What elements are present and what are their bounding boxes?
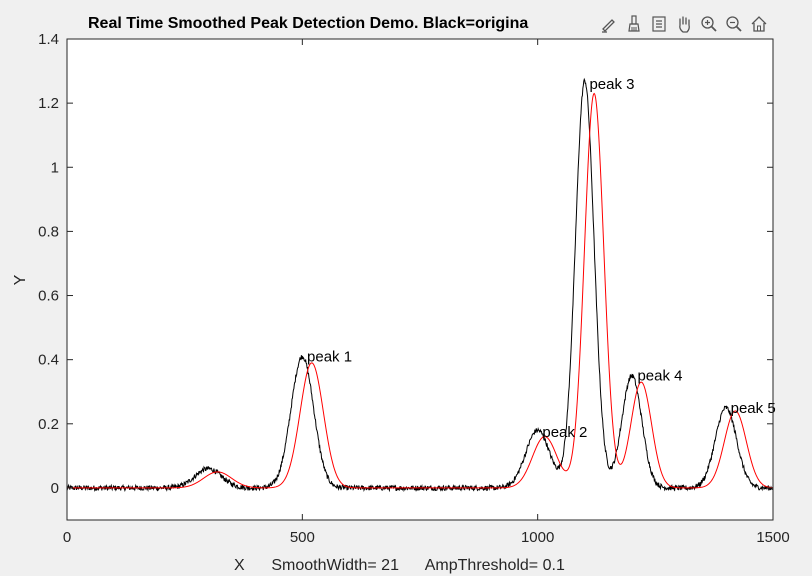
y-tick-label: 0.8 <box>38 223 59 240</box>
peak-label-2: peak 2 <box>542 424 587 441</box>
zoom-in-icon[interactable] <box>698 13 720 35</box>
brush-edit-icon[interactable] <box>598 13 620 35</box>
x-axis-label: X SmoothWidth= 21 AmpThreshold= 0.1 <box>234 557 565 574</box>
x-tick-label: 500 <box>290 529 315 546</box>
plot-area[interactable] <box>67 39 773 520</box>
y-tick-label: 1.4 <box>38 31 59 48</box>
peak-label-1: peak 1 <box>307 348 352 365</box>
data-brush-icon[interactable] <box>623 13 645 35</box>
legend-icon[interactable] <box>648 13 670 35</box>
y-axis: 0 0.2 0.4 0.6 0.8 1 1.2 1.4 <box>38 31 773 497</box>
x-tick-label: 1500 <box>756 529 789 546</box>
peak-label-3: peak 3 <box>589 76 634 93</box>
chart-title: Real Time Smoothed Peak Detection Demo. … <box>88 15 528 32</box>
y-tick-label: 0.2 <box>38 416 59 433</box>
y-axis-label: Y <box>12 274 29 285</box>
axes-toolbar <box>598 12 770 36</box>
y-tick-label: 0.4 <box>38 352 59 369</box>
y-tick-label: 0.6 <box>38 288 59 305</box>
series-layer <box>66 77 774 493</box>
peak-label-4: peak 4 <box>637 368 682 385</box>
peak-label-5: peak 5 <box>731 400 776 417</box>
x-tick-label: 0 <box>63 529 71 546</box>
series-line-2 <box>67 92 774 489</box>
zoom-out-icon[interactable] <box>723 13 745 35</box>
pan-hand-icon[interactable] <box>673 13 695 35</box>
x-tick-label: 1000 <box>521 529 554 546</box>
annotation-layer: peak 1 peak 2 peak 3 peak 4 peak 5 <box>307 76 776 441</box>
y-tick-label: 1 <box>51 159 59 176</box>
home-icon[interactable] <box>748 13 770 35</box>
y-tick-label: 0 <box>51 480 59 497</box>
axes-box <box>66 38 774 521</box>
x-axis: 0 500 1000 1500 <box>63 39 790 546</box>
y-tick-label: 1.2 <box>38 95 59 112</box>
